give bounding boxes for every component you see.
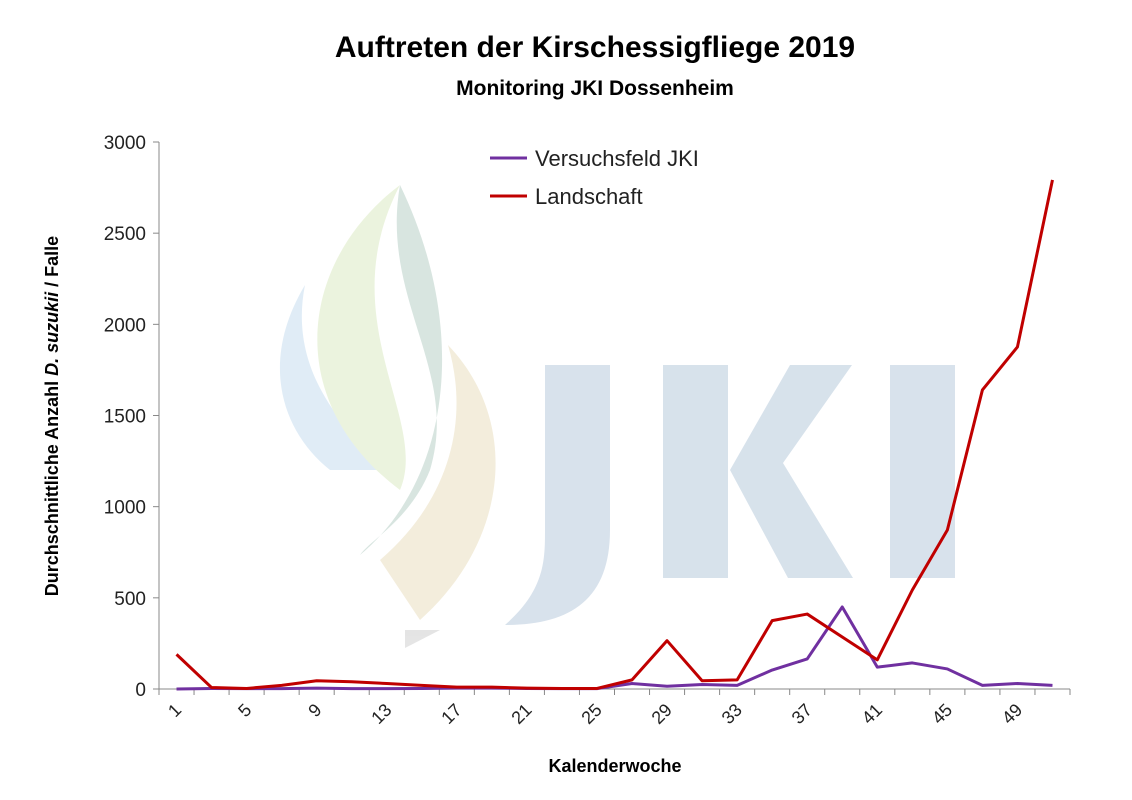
legend-label-landschaft: Landschaft: [535, 184, 643, 209]
x-tick-label: 1: [164, 700, 185, 721]
x-tick-label: 13: [367, 700, 395, 728]
x-tick-label: 25: [578, 700, 606, 728]
y-tick-label: 500: [114, 589, 146, 610]
series-line-landschaft: [175, 179, 1054, 690]
x-tick-label: 45: [928, 700, 956, 728]
y-tick-label: 0: [135, 680, 146, 701]
jki-logo-watermark: [279, 185, 955, 648]
y-tick-label: 1000: [104, 498, 146, 519]
y-tick-label: 1500: [104, 407, 146, 428]
x-tick-label: 21: [507, 700, 535, 728]
legend: Versuchsfeld JKI Landschaft: [490, 146, 699, 209]
series-line-versuchsfeld: [176, 605, 1053, 691]
x-tick-label: 49: [998, 700, 1026, 728]
chart-subtitle: Monitoring JKI Dossenheim: [456, 77, 734, 100]
logo-flame-tip: [405, 630, 440, 648]
chart-title: Auftreten der Kirschessigfliege 2019: [335, 31, 855, 64]
logo-flame-teal: [360, 185, 443, 555]
logo-flame-green: [317, 185, 406, 490]
logo-flame-blue: [279, 285, 390, 470]
y-axis-label-species: D. suzukii: [42, 291, 62, 376]
x-tick-label: 37: [788, 700, 816, 728]
x-axis-label: Kalenderwoche: [548, 756, 681, 776]
legend-label-versuchsfeld: Versuchsfeld JKI: [535, 146, 699, 171]
y-tick-label: 3000: [104, 133, 146, 154]
x-tick-label: 29: [648, 700, 676, 728]
x-tick-label: 41: [858, 700, 886, 728]
logo-letter-k-stem: [663, 365, 728, 578]
y-tick-label: 2500: [104, 224, 146, 245]
x-tick-label: 5: [234, 700, 255, 721]
y-axis-label-suffix: / Falle: [42, 236, 62, 292]
y-axis-label: Durchschnittliche Anzahl D. suzukii / Fa…: [42, 236, 62, 596]
y-axis-label-prefix: Durchschnittliche Anzahl: [42, 376, 62, 596]
x-tick-label: 33: [718, 700, 746, 728]
logo-letter-i: [890, 365, 955, 578]
logo-letter-j: [505, 365, 610, 625]
logo-flame-yellow: [380, 345, 496, 620]
logo-letter-k-arms: [730, 365, 853, 578]
y-tick-label: 2000: [104, 315, 146, 336]
x-tick-label: 9: [304, 700, 325, 721]
x-tick-label: 17: [437, 700, 465, 728]
